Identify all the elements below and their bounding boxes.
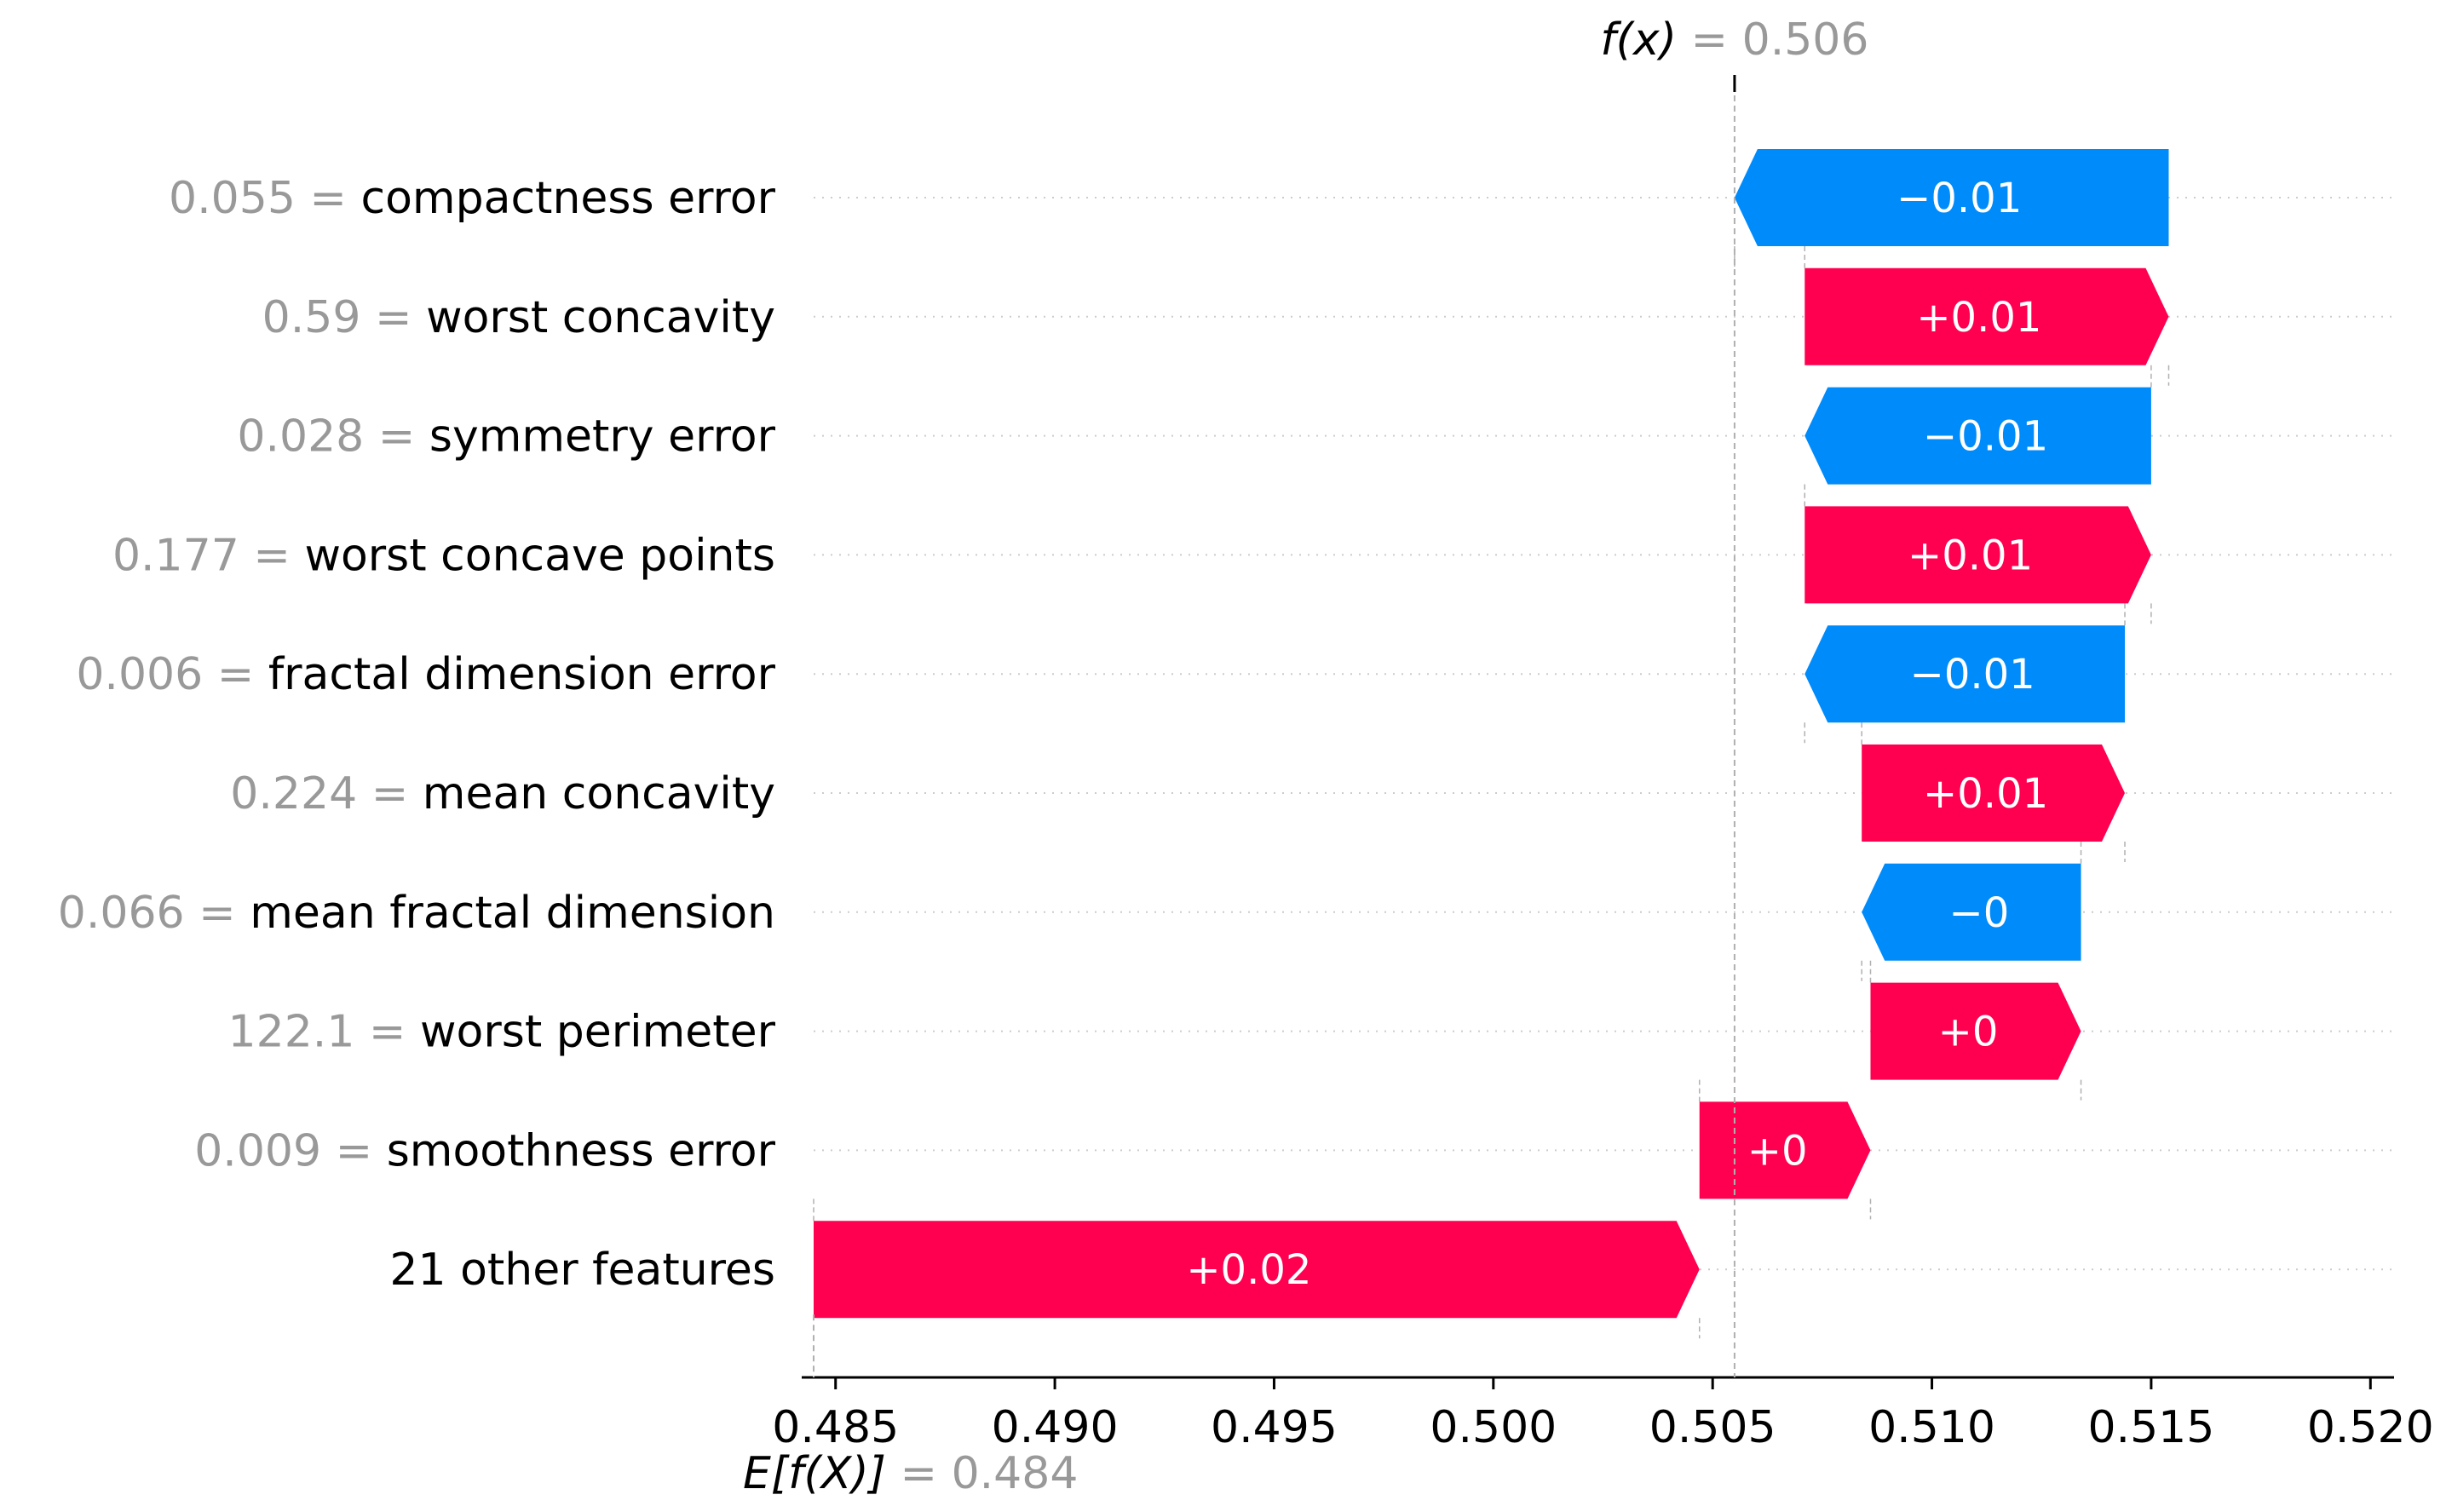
- connector-lines: [813, 246, 2170, 1339]
- feature-name: mean fractal dimension: [250, 888, 775, 939]
- positive-bar: [1804, 267, 2169, 365]
- feature-value: 0.066 =: [58, 888, 250, 939]
- expected-value-markers: f(x) = 0.506 E[f(X)] = 0.484: [743, 14, 1868, 1499]
- efx-label-name: E[f(X)]: [743, 1448, 886, 1499]
- x-tick-label: 0.520: [2307, 1402, 2434, 1453]
- row-gridlines: [814, 197, 2392, 1271]
- feature-value: 0.055 =: [169, 173, 361, 224]
- bar-value-label: −0.01: [1910, 651, 2035, 699]
- bar-value-label: +0: [1747, 1127, 1808, 1175]
- bar-value-label: +0.02: [1186, 1246, 1311, 1294]
- efx-label: E[f(X)] = 0.484: [743, 1448, 1078, 1499]
- bar-value-label: +0.01: [1916, 294, 2041, 342]
- x-tick-label: 0.500: [1430, 1402, 1557, 1453]
- x-tick-label: 0.490: [992, 1402, 1119, 1453]
- positive-bar: [1804, 506, 2151, 604]
- feature-value: 0.006 =: [76, 649, 268, 700]
- negative-bar: [1804, 387, 2151, 485]
- feature-value: 0.224 =: [230, 768, 423, 819]
- x-tick-label: 0.515: [2087, 1402, 2214, 1453]
- feature-value: 0.59 =: [262, 292, 426, 343]
- negative-bar: [1734, 149, 2169, 246]
- x-tick-label: 0.495: [1211, 1402, 1338, 1453]
- bar-value-label: −0.01: [1897, 175, 2022, 222]
- x-axis: 0.485 0.490 0.495 0.500 0.505 0.510 0.515 0.520: [772, 1376, 2434, 1453]
- feature-value: 122.1 =: [228, 1007, 421, 1058]
- bars: −0.01 +0.01 −0.01 +0.01 −0.01 +0.01 −0 +0 +0 +0.0…: [814, 149, 2169, 1319]
- feature-label: 21 other features: [389, 1245, 775, 1296]
- x-tick-label: 0.510: [1868, 1402, 1995, 1453]
- feature-value: 0.009 =: [194, 1125, 387, 1176]
- x-tick-label: 0.485: [772, 1402, 899, 1453]
- feature-name: worst concavity: [426, 292, 775, 343]
- positive-bar: [1862, 745, 2126, 842]
- feature-labels: 0.055 = compactness error 0.59 = worst co…: [58, 173, 776, 1296]
- feature-label: 0.224 = mean concavity: [230, 768, 775, 819]
- negative-bar: [1862, 863, 2081, 961]
- feature-label: 0.006 = fractal dimension error: [76, 649, 775, 700]
- positive-bar: [814, 1221, 1700, 1319]
- feature-name: worst perimeter: [420, 1007, 776, 1058]
- feature-label: 0.028 = symmetry error: [237, 411, 775, 463]
- feature-name: worst concave points: [304, 530, 775, 581]
- feature-label: 0.177 = worst concave points: [112, 530, 775, 581]
- feature-name: fractal dimension error: [268, 649, 776, 700]
- fx-label: f(x) = 0.506: [1600, 14, 1868, 66]
- fx-label-name: f(x): [1600, 14, 1677, 66]
- feature-label: 0.055 = compactness error: [169, 173, 776, 224]
- x-tick-label: 0.505: [1649, 1402, 1776, 1453]
- positive-bar: [1870, 982, 2081, 1080]
- efx-label-value: = 0.484: [886, 1448, 1079, 1499]
- feature-name: mean concavity: [423, 768, 775, 819]
- bar-value-label: +0: [1938, 1009, 1999, 1056]
- feature-name: 21 other features: [389, 1245, 775, 1296]
- feature-value: 0.177 =: [112, 530, 305, 581]
- feature-name: smoothness error: [387, 1125, 776, 1176]
- feature-name: compactness error: [361, 173, 776, 224]
- feature-label: 0.066 = mean fractal dimension: [58, 888, 775, 939]
- feature-value: 0.028 =: [237, 411, 429, 463]
- feature-label: 0.009 = smoothness error: [194, 1125, 775, 1176]
- feature-label: 0.59 = worst concavity: [262, 292, 775, 343]
- positive-bar: [1699, 1101, 1871, 1199]
- bar-value-label: +0.01: [1908, 532, 2033, 579]
- fx-label-value: = 0.506: [1677, 14, 1868, 66]
- bar-value-label: +0.01: [1923, 770, 2048, 818]
- negative-bar: [1804, 625, 2126, 723]
- feature-label: 122.1 = worst perimeter: [228, 1007, 776, 1058]
- bar-value-label: −0: [1948, 889, 2009, 937]
- bar-value-label: −0.01: [1923, 413, 2048, 461]
- feature-name: symmetry error: [429, 411, 776, 463]
